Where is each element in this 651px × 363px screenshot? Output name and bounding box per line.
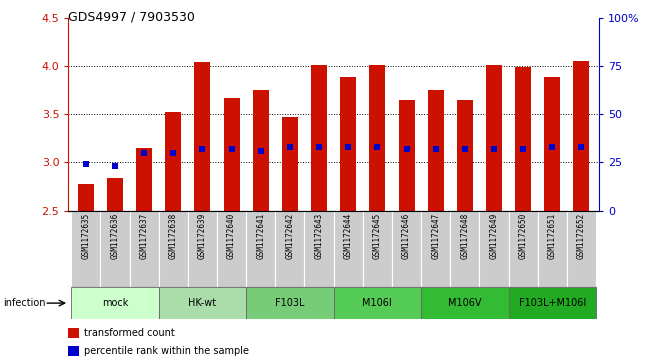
- Point: [343, 144, 353, 150]
- Bar: [188, 211, 217, 287]
- Bar: [100, 211, 130, 287]
- Bar: [195, 62, 210, 211]
- Point: [401, 146, 411, 152]
- Bar: [305, 211, 333, 287]
- Text: M106V: M106V: [448, 298, 482, 308]
- Point: [197, 146, 208, 152]
- Bar: [107, 178, 123, 211]
- Text: GSM1172639: GSM1172639: [198, 213, 207, 259]
- Point: [518, 146, 529, 152]
- Text: GSM1172647: GSM1172647: [431, 213, 440, 259]
- Bar: [574, 61, 589, 211]
- Bar: [457, 100, 473, 211]
- Bar: [275, 211, 305, 287]
- Bar: [421, 287, 508, 319]
- Text: infection: infection: [3, 298, 46, 308]
- Bar: [136, 148, 152, 211]
- Text: GSM1172646: GSM1172646: [402, 213, 411, 259]
- Text: percentile rank within the sample: percentile rank within the sample: [84, 346, 249, 356]
- Text: GSM1172638: GSM1172638: [169, 213, 178, 259]
- Point: [110, 163, 120, 169]
- Text: F103L+M106I: F103L+M106I: [519, 298, 586, 308]
- Bar: [68, 328, 79, 338]
- Text: GSM1172641: GSM1172641: [256, 213, 265, 259]
- Text: GSM1172640: GSM1172640: [227, 213, 236, 259]
- Point: [256, 148, 266, 154]
- Text: GSM1172644: GSM1172644: [344, 213, 353, 259]
- Point: [81, 162, 91, 167]
- Text: GSM1172645: GSM1172645: [373, 213, 382, 259]
- Bar: [246, 287, 334, 319]
- Text: GSM1172650: GSM1172650: [519, 213, 527, 259]
- Point: [372, 144, 383, 150]
- Bar: [246, 211, 275, 287]
- Bar: [363, 211, 392, 287]
- Bar: [428, 90, 444, 211]
- Bar: [71, 211, 100, 287]
- Text: GSM1172637: GSM1172637: [140, 213, 148, 259]
- Point: [547, 144, 557, 150]
- Point: [460, 146, 470, 152]
- Text: F103L: F103L: [275, 298, 305, 308]
- Text: HK-wt: HK-wt: [188, 298, 217, 308]
- Point: [430, 146, 441, 152]
- Point: [139, 150, 149, 156]
- Bar: [398, 100, 415, 211]
- Text: mock: mock: [102, 298, 128, 308]
- Text: GSM1172648: GSM1172648: [460, 213, 469, 259]
- Bar: [78, 184, 94, 211]
- Text: GSM1172635: GSM1172635: [81, 213, 90, 259]
- Bar: [68, 346, 79, 356]
- Bar: [340, 77, 356, 211]
- Bar: [159, 287, 246, 319]
- Point: [168, 150, 178, 156]
- Point: [284, 144, 295, 150]
- Bar: [159, 211, 188, 287]
- Bar: [333, 211, 363, 287]
- Bar: [130, 211, 159, 287]
- Point: [314, 144, 324, 150]
- Text: GSM1172652: GSM1172652: [577, 213, 586, 259]
- Bar: [486, 65, 502, 211]
- Bar: [538, 211, 567, 287]
- Bar: [333, 287, 421, 319]
- Bar: [479, 211, 508, 287]
- Text: GSM1172642: GSM1172642: [285, 213, 294, 259]
- Text: GSM1172651: GSM1172651: [547, 213, 557, 259]
- Bar: [508, 211, 538, 287]
- Bar: [567, 211, 596, 287]
- Text: transformed count: transformed count: [84, 328, 175, 338]
- Bar: [223, 98, 240, 211]
- Text: GSM1172649: GSM1172649: [490, 213, 499, 259]
- Bar: [311, 65, 327, 211]
- Bar: [217, 211, 246, 287]
- Bar: [253, 90, 269, 211]
- Bar: [421, 211, 450, 287]
- Text: GSM1172636: GSM1172636: [111, 213, 120, 259]
- Bar: [450, 211, 479, 287]
- Point: [576, 144, 587, 150]
- Bar: [392, 211, 421, 287]
- Text: GDS4997 / 7903530: GDS4997 / 7903530: [68, 11, 195, 24]
- Bar: [165, 113, 182, 211]
- Bar: [515, 67, 531, 211]
- Bar: [369, 65, 385, 211]
- Text: M106I: M106I: [363, 298, 393, 308]
- Bar: [508, 287, 596, 319]
- Point: [489, 146, 499, 152]
- Bar: [544, 77, 561, 211]
- Point: [227, 146, 237, 152]
- Bar: [282, 117, 298, 211]
- Bar: [71, 287, 159, 319]
- Text: GSM1172643: GSM1172643: [314, 213, 324, 259]
